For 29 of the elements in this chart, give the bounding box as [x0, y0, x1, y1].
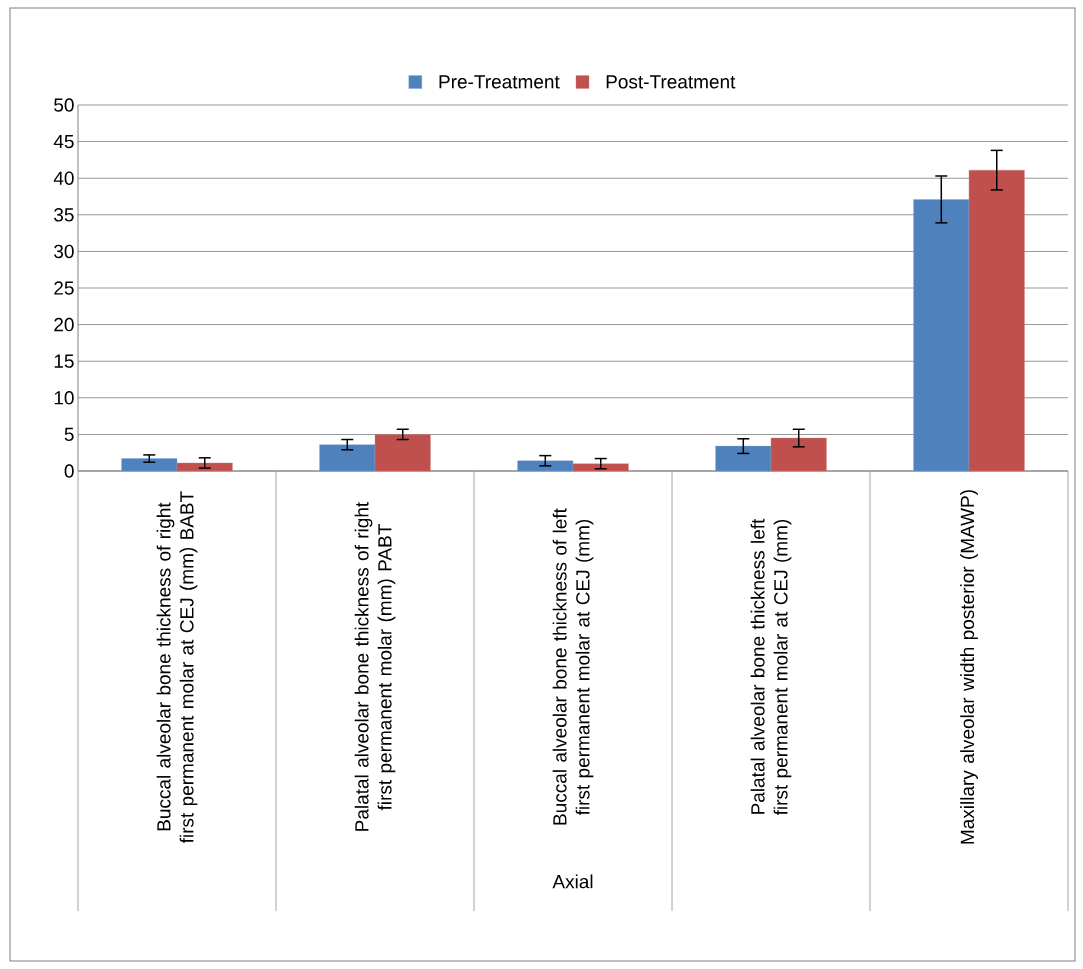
y-tick-label: 0 [64, 464, 74, 478]
y-tick-label: 5 [64, 427, 74, 442]
x-tick-label: Maxillary alveolar width posterior (MAWP) [960, 490, 978, 844]
y-tick-label: 35 [54, 208, 74, 222]
bar [517, 460, 574, 472]
y-tick-label: 50 [54, 98, 74, 112]
x-axis-title: Axial [552, 874, 593, 889]
bar [572, 463, 629, 472]
x-tick-label: Buccal alveolar bone thickness of right first permanent molar at CEJ (mm) BABT [156, 491, 198, 844]
x-tick-label: Buccal alveolar bone thickness of left first permanent molar at CEJ (mm) [552, 508, 594, 825]
y-tick-label: 25 [54, 281, 74, 295]
bar [176, 462, 233, 472]
bar [913, 199, 970, 472]
y-tick-label: 20 [54, 317, 74, 332]
bar [968, 169, 1025, 472]
y-tick-label: 15 [54, 354, 74, 368]
bar [319, 444, 376, 472]
y-tick-label: 45 [53, 134, 74, 149]
x-tick-label: Palatal alveolar bone thickness left first permanent molar at CEJ (mm) [750, 518, 792, 816]
bar [770, 437, 827, 472]
bar [715, 445, 772, 472]
legend-label: Post-Treatment [606, 75, 736, 89]
x-tick-label: Palatal alveolar bone thickness of right first permanent molar (mm) PABT [354, 501, 396, 831]
bar [121, 458, 178, 472]
y-tick-label: 10 [54, 391, 74, 405]
y-tick-label: 40 [53, 171, 74, 185]
y-tick-label: 30 [54, 244, 74, 259]
bar [374, 434, 431, 472]
legend-label: Pre-Treatment [439, 75, 560, 89]
